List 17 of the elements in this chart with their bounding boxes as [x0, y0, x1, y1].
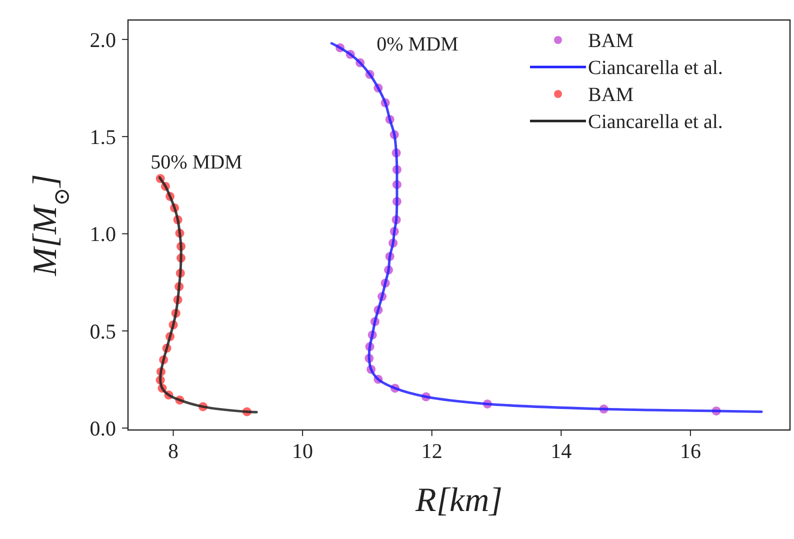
legend-label: BAM — [588, 30, 634, 52]
x-tick-label: 12 — [421, 439, 442, 463]
annotation: 0% MDM — [376, 33, 459, 56]
x-tick-label: 10 — [292, 439, 314, 463]
y-tick-label: 2.0 — [90, 28, 116, 52]
y-tick-label: 1.0 — [90, 222, 116, 246]
x-tick-label: 14 — [550, 439, 572, 463]
legend-label: BAM — [588, 84, 634, 106]
x-tick-label: 8 — [168, 439, 179, 463]
x-tick-label: 16 — [680, 439, 701, 463]
y-tick-label: 0.5 — [90, 319, 116, 344]
legend-label: Ciancarella et al. — [588, 111, 723, 133]
annotation: 50% MDM — [150, 151, 243, 174]
x-axis-title: R[km] — [414, 482, 502, 519]
legend-label: Ciancarella et al. — [588, 57, 723, 79]
y-tick-label: 0.0 — [90, 416, 116, 440]
y-tick-label: 1.5 — [90, 124, 116, 149]
